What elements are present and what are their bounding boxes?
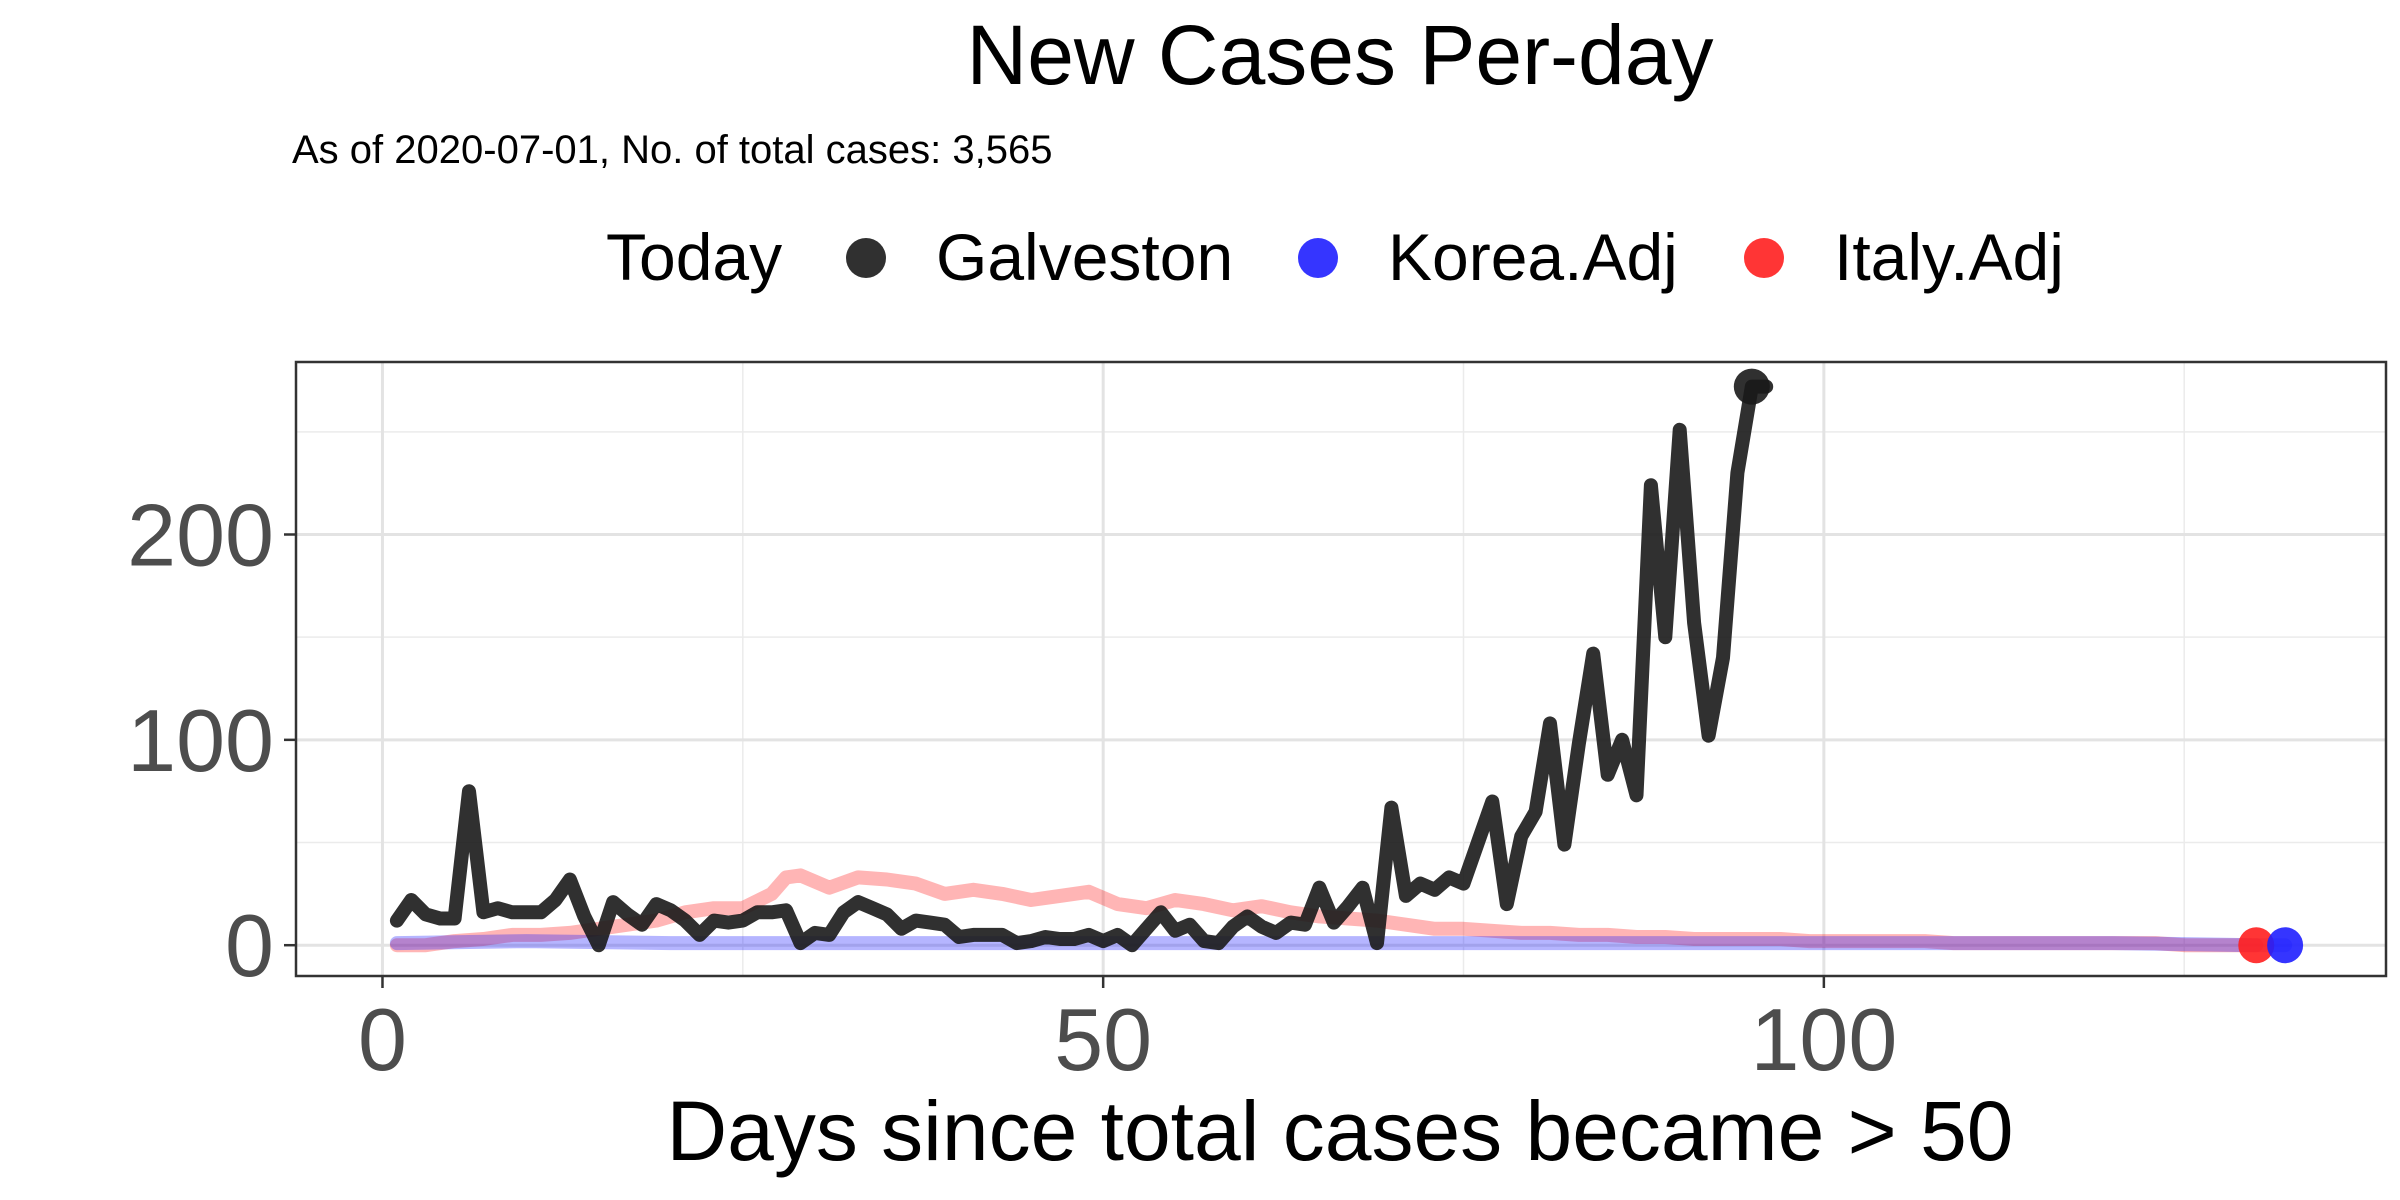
legend-marker-galveston bbox=[846, 238, 886, 278]
series-line-italy-adj bbox=[389, 868, 2264, 953]
today-point-korea-adj bbox=[2267, 927, 2304, 964]
y-tick-label: 100 bbox=[127, 691, 274, 790]
today-point-galveston bbox=[1733, 368, 1770, 405]
x-axis: 0 50 100 bbox=[358, 976, 1897, 1089]
legend-marker-italy bbox=[1744, 238, 1784, 278]
y-tick-label: 0 bbox=[225, 896, 274, 995]
grid bbox=[296, 362, 2386, 976]
series-line-korea-adj bbox=[389, 934, 2293, 953]
y-axis: 0 100 200 bbox=[127, 485, 296, 995]
chart-title: New Cases Per-day bbox=[967, 8, 1714, 102]
today-point-italy-adj bbox=[2238, 927, 2275, 964]
plot-panel bbox=[294, 360, 2388, 978]
legend-label-korea: Korea.Adj bbox=[1388, 220, 1678, 294]
legend-label-italy: Italy.Adj bbox=[1834, 220, 2064, 294]
plot-background bbox=[296, 362, 2386, 976]
x-tick-label: 100 bbox=[1750, 990, 1897, 1089]
legend-label-galveston: Galveston bbox=[936, 220, 1233, 294]
x-tick-label: 0 bbox=[358, 990, 407, 1089]
y-tick-label: 200 bbox=[127, 485, 274, 584]
today-points bbox=[1733, 368, 2304, 964]
series-layer bbox=[389, 379, 2293, 953]
x-tick-label: 50 bbox=[1054, 990, 1152, 1089]
chart-subtitle: As of 2020-07-01, No. of total cases: 3,… bbox=[292, 128, 1052, 172]
legend: Today Galveston Korea.Adj Italy.Adj bbox=[606, 220, 2064, 294]
x-axis-title: Days since total cases became > 50 bbox=[666, 1084, 2013, 1178]
series-line-galveston bbox=[389, 379, 1774, 953]
legend-marker-korea bbox=[1298, 238, 1338, 278]
legend-title: Today bbox=[606, 220, 782, 294]
plot-border bbox=[294, 360, 2388, 978]
